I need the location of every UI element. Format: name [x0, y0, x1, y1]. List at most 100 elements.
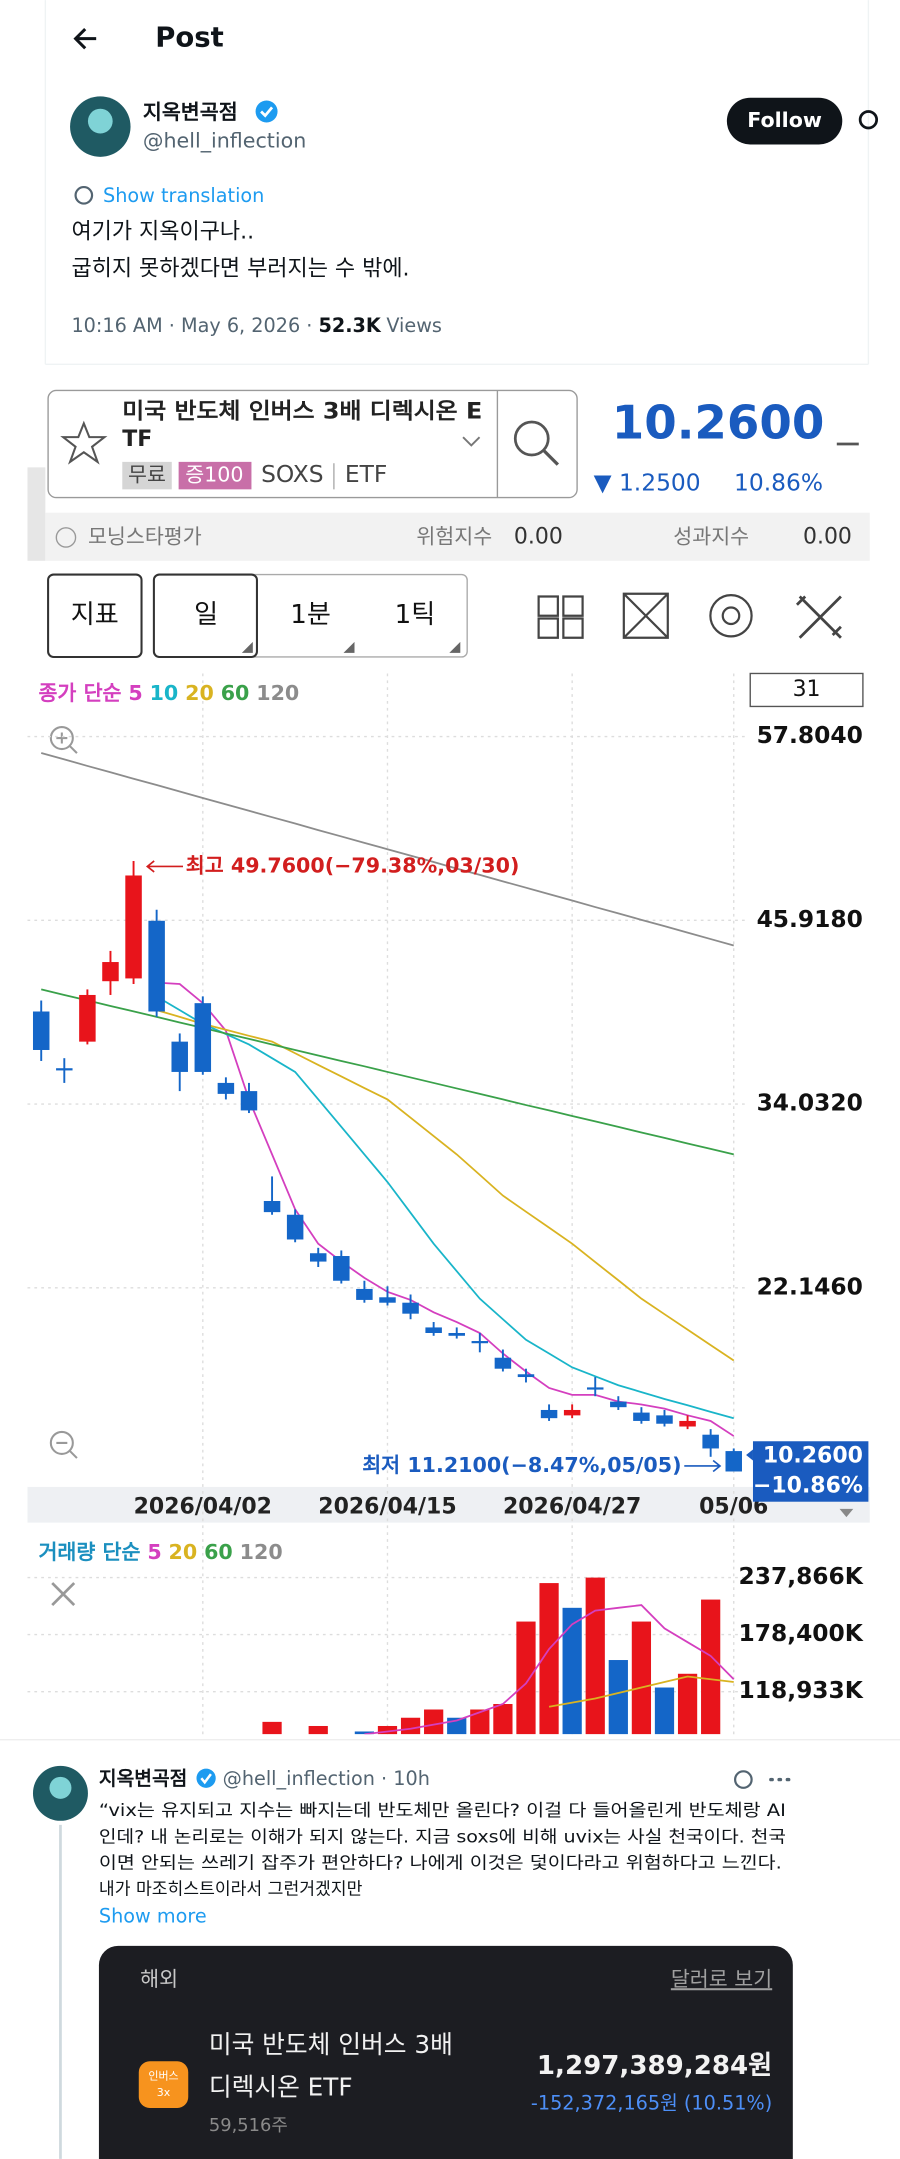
more-icon[interactable]: [858, 110, 879, 130]
avatar-face: [87, 108, 113, 134]
candle-body: [32, 1011, 50, 1050]
legend-entry: 120: [256, 681, 299, 705]
indicator-button[interactable]: [47, 573, 143, 659]
back-button[interactable]: [73, 27, 97, 50]
author-handle[interactable]: @hell_inflection: [143, 129, 306, 154]
layout-icon[interactable]: [537, 595, 584, 639]
tag: 증100: [185, 463, 243, 487]
y-tick-label: 57.8040: [757, 721, 863, 749]
views-label: Views: [386, 313, 442, 336]
asset-type: ETF: [345, 460, 387, 488]
expand-icon[interactable]: [622, 592, 669, 639]
stock-name-2: TF: [122, 427, 152, 452]
author-name[interactable]: 지옥변곡점: [99, 1767, 187, 1790]
x-tick-label: 2026/04/27: [503, 1495, 641, 1520]
indicator-label[interactable]: 지표: [71, 600, 119, 630]
legend-entry: 20: [185, 681, 214, 705]
search-icon[interactable]: [513, 420, 550, 457]
grok-icon[interactable]: [734, 1770, 753, 1789]
period-label[interactable]: 일: [194, 600, 218, 630]
candle-body: [56, 1068, 73, 1071]
ticker: SOXS: [261, 460, 324, 488]
settings-icon[interactable]: [709, 594, 753, 638]
volume-bar: [377, 1725, 398, 1735]
volume-bar: [493, 1704, 513, 1735]
holding-card: [98, 1945, 793, 2159]
volume-bar: [585, 1577, 605, 1735]
reply-text: 내가 마조히스트이라서 그런거겠지만: [99, 1880, 363, 1900]
show-translation[interactable]: Show translation: [103, 184, 264, 207]
dropdown-markers: [241, 641, 461, 653]
period-label[interactable]: 1틱: [395, 600, 436, 630]
candle-body: [333, 1256, 350, 1281]
card-dollar-link[interactable]: 달러로 보기: [671, 1967, 772, 1991]
candle-body: [286, 1214, 304, 1240]
y-tick-label: 118,933K: [738, 1676, 863, 1704]
post-text: 여기가 지옥이구나..: [71, 219, 254, 244]
ratings-bar: [45, 512, 870, 561]
candle-body: [471, 1341, 489, 1344]
candle-body: [125, 875, 142, 979]
rating-label: 위험지수: [416, 524, 492, 548]
star-icon[interactable]: [60, 420, 108, 465]
legend: 종가 단순 5 10 20 60 120: [38, 681, 299, 705]
rating-label: 성과지수: [673, 524, 749, 548]
reply-text: 인데? 내 논리로는 이해가 되지 않는다. 지금 soxs에 비해 uvix는…: [99, 1827, 786, 1847]
candle-body: [679, 1420, 696, 1427]
volume-bar: [354, 1731, 375, 1735]
candle-body: [586, 1387, 604, 1390]
author-handle[interactable]: @hell_inflection · 10h: [223, 1767, 430, 1790]
ma-line: [156, 995, 734, 1420]
verified-check: [260, 106, 274, 118]
volume-bar: [631, 1621, 652, 1735]
volume-bar: [424, 1709, 444, 1735]
volume-bar: [654, 1687, 675, 1735]
volume-bar: [308, 1725, 328, 1735]
y-tick-label: 45.9180: [757, 905, 863, 933]
candle-body: [402, 1302, 419, 1314]
price: 10.2600: [612, 397, 825, 451]
follow-label[interactable]: Follow: [747, 108, 822, 132]
legend-entry: 60: [221, 681, 250, 705]
ma-line: [40, 752, 734, 947]
stock-name: 미국 반도체 인버스 3배 디렉시온 E: [122, 399, 482, 424]
volume-bar: [400, 1717, 421, 1735]
verified-badge: [255, 100, 278, 123]
candle-body: [240, 1091, 258, 1111]
last-price-pointer: [746, 1449, 753, 1461]
last-price: 10.2600: [763, 1443, 863, 1468]
author-name[interactable]: 지옥변곡점: [143, 100, 238, 124]
low-note: 최저 11.2100(−8.47%,05/05): [362, 1453, 681, 1477]
candle-body: [379, 1297, 396, 1303]
card-icon-text: 3x: [157, 2086, 171, 2099]
candle-body: [725, 1451, 742, 1472]
legend-title: 거래량 단순: [38, 1540, 140, 1564]
tools-icon[interactable]: [795, 595, 842, 639]
tag-bg: [122, 461, 172, 490]
last-change: −10.86%: [753, 1474, 863, 1499]
y-tick-label: 178,400K: [738, 1619, 863, 1647]
candle-body: [217, 1082, 235, 1094]
post-text: 굽히지 못하겠다면 부러지는 수 밖에.: [71, 257, 409, 282]
period-button-active[interactable]: [152, 573, 258, 659]
help-icon[interactable]: [55, 527, 77, 548]
side-tab: [27, 467, 46, 561]
zoom-in[interactable]: [49, 726, 74, 751]
card-amount: 1,297,389,284원: [537, 2051, 772, 2081]
zoom-out[interactable]: [49, 1430, 74, 1455]
count-label: 31: [793, 677, 821, 702]
zoom-out-mark: [56, 1441, 78, 1459]
tag: 무료: [128, 463, 166, 487]
count-box: [749, 672, 864, 708]
legend-entry: 5: [147, 1540, 161, 1564]
volume-bar: [262, 1721, 282, 1735]
card-name: 미국 반도체 인버스 3배: [209, 2030, 453, 2059]
show-more[interactable]: Show more: [99, 1904, 207, 1927]
period-label[interactable]: 1분: [290, 600, 331, 630]
close-volume[interactable]: [51, 1582, 76, 1607]
dropdown-icon[interactable]: [462, 436, 481, 447]
avatar-face: [49, 1776, 72, 1799]
volume-bar: [701, 1599, 721, 1735]
follow-button[interactable]: [726, 97, 843, 145]
